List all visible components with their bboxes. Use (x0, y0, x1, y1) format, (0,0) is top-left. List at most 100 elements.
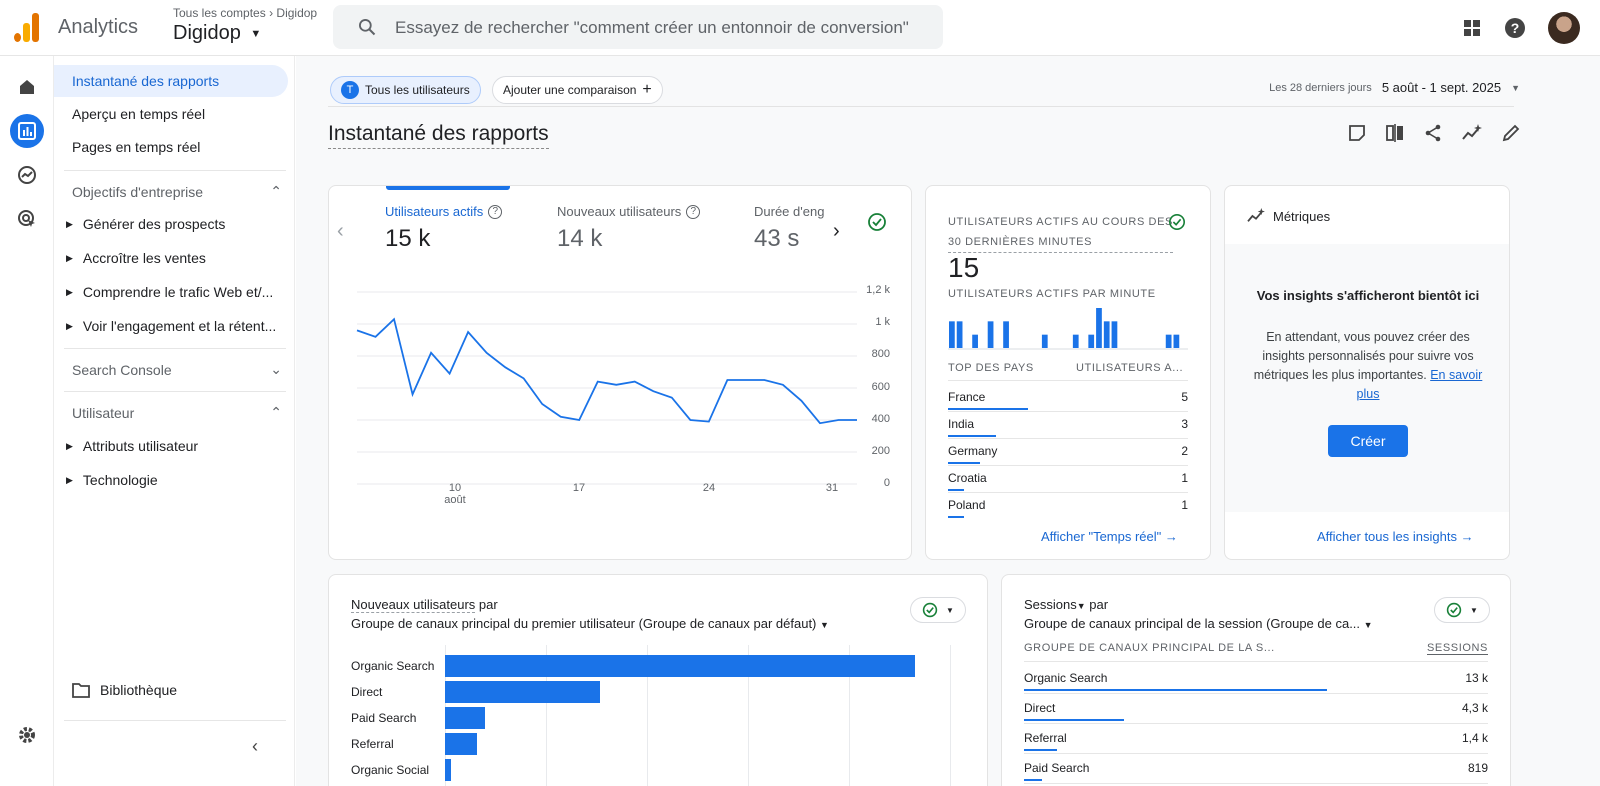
col-sessions[interactable]: Sessions (1426, 642, 1488, 655)
channel-bar[interactable] (445, 681, 601, 703)
data-point[interactable] (651, 389, 656, 394)
nav-report-snapshot[interactable]: Instantané des rapports (54, 65, 288, 97)
data-point[interactable] (817, 421, 822, 426)
channel-bar[interactable] (445, 759, 451, 781)
prev-metric-chevron-icon[interactable]: ‹ (337, 220, 344, 242)
advertising-icon[interactable] (10, 202, 44, 236)
nav-technology[interactable]: ▶ Technologie (66, 464, 158, 496)
nav-user-attributes[interactable]: ▶ Attributs utilisateur (66, 430, 198, 462)
info-icon[interactable]: ? (488, 204, 503, 219)
nav-realtime-pages[interactable]: Pages en temps réel (72, 139, 201, 155)
data-point[interactable] (688, 418, 693, 423)
nav-objective-traffic[interactable]: ▶ Comprendre le trafic Web et/... (66, 276, 273, 308)
data-quality-dropdown[interactable]: ▼ (910, 597, 966, 623)
account-breadcrumb[interactable]: Tous les comptes › Digidop (173, 6, 317, 20)
country-row[interactable]: Germany 2 (948, 444, 1188, 458)
apps-grid-icon[interactable] (1462, 18, 1482, 38)
minute-bar[interactable] (972, 334, 978, 348)
view-all-insights-link[interactable]: Afficher tous les insights → (1317, 529, 1474, 544)
help-icon[interactable]: ? (1504, 17, 1526, 39)
data-point[interactable] (577, 418, 582, 423)
data-point[interactable] (780, 382, 785, 387)
data-point[interactable] (447, 371, 452, 376)
minute-bar[interactable] (1041, 334, 1048, 348)
metric-engagement-time[interactable]: Durée d'eng 43 s (754, 204, 826, 253)
settings-gear-icon[interactable] (10, 718, 44, 752)
data-point[interactable] (669, 395, 674, 400)
sessions-metric[interactable]: Sessions (1024, 597, 1077, 612)
segment-chip-all-users[interactable]: T Tous les utilisateurs (330, 76, 481, 104)
minute-bar[interactable] (1103, 321, 1110, 348)
info-icon[interactable]: ? (686, 204, 701, 219)
sessions-row[interactable]: Organic Search 13 k (1024, 671, 1488, 685)
nav-objective-engagement[interactable]: ▶ Voir l'engagement et la rétent... (66, 310, 276, 342)
reports-icon[interactable] (10, 114, 44, 148)
learn-more-link[interactable]: En savoir plus (1356, 368, 1483, 401)
date-range-picker[interactable]: Les 28 derniers jours 5 août - 1 sept. 2… (1269, 80, 1520, 95)
create-insight-button[interactable]: Créer (1328, 425, 1408, 457)
data-point[interactable] (725, 378, 730, 383)
minute-bar[interactable] (956, 321, 963, 348)
minute-bar[interactable] (949, 321, 955, 348)
data-quality-check-icon[interactable] (867, 212, 887, 232)
metric-new-users[interactable]: Nouveaux utilisateurs? 14 k (557, 204, 701, 253)
new-users-dimension[interactable]: Groupe de canaux principal du premier ut… (351, 616, 829, 631)
sessions-row[interactable]: Paid Search 819 (1024, 761, 1488, 775)
share-icon[interactable] (1424, 124, 1442, 142)
nav-realtime-overview[interactable]: Aperçu en temps réel (72, 106, 206, 122)
data-point[interactable] (355, 328, 360, 333)
country-row[interactable]: Poland 1 (948, 498, 1188, 512)
channel-bar[interactable] (445, 733, 477, 755)
minute-bar[interactable] (1072, 334, 1079, 348)
compare-icon[interactable] (1386, 124, 1404, 142)
note-icon[interactable] (1348, 124, 1366, 142)
nav-objective-leads[interactable]: ▶ Générer des prospects (66, 208, 225, 240)
data-point[interactable] (595, 379, 600, 384)
channel-bar[interactable] (445, 707, 485, 729)
data-point[interactable] (743, 378, 748, 383)
search-input[interactable]: Essayez de rechercher "comment créer un … (395, 18, 909, 37)
user-avatar[interactable] (1548, 12, 1580, 44)
insights-sparkle-icon[interactable] (1462, 124, 1482, 142)
analytics-logo-icon[interactable] (14, 12, 40, 42)
data-point[interactable] (392, 317, 397, 322)
minute-bar[interactable] (1003, 321, 1009, 348)
data-point[interactable] (373, 334, 378, 339)
data-point[interactable] (540, 402, 545, 407)
minute-bar[interactable] (1088, 334, 1095, 348)
minute-bar[interactable] (1096, 308, 1102, 348)
search-bar[interactable]: Essayez de rechercher "comment créer un … (333, 5, 943, 49)
metric-active-users[interactable]: Utilisateurs actifs? 15 k (385, 204, 503, 253)
breadcrumb-property[interactable]: Digidop (276, 6, 318, 20)
property-selector[interactable]: Digidop ▼ (173, 22, 261, 45)
data-point[interactable] (466, 330, 471, 335)
data-quality-check-icon[interactable] (1168, 213, 1186, 231)
add-comparison-button[interactable]: Ajouter une comparaison + (492, 76, 663, 104)
view-realtime-link[interactable]: Afficher "Temps réel" → (1041, 529, 1178, 544)
data-point[interactable] (762, 378, 767, 383)
nav-objective-sales[interactable]: ▶ Accroître les ventes (66, 242, 206, 274)
sessions-row[interactable]: Referral 1,4 k (1024, 731, 1488, 745)
data-quality-dropdown[interactable]: ▼ (1434, 597, 1490, 623)
nav-section-objectives[interactable]: Objectifs d'entreprise ⌃ (72, 183, 282, 200)
data-point[interactable] (521, 376, 526, 381)
minute-bar[interactable] (1165, 334, 1172, 348)
data-point[interactable] (706, 419, 711, 424)
data-point[interactable] (558, 414, 563, 419)
breadcrumb-all-accounts[interactable]: Tous les comptes (173, 6, 266, 20)
minute-bar[interactable] (987, 321, 994, 348)
country-row[interactable]: Croatia 1 (948, 471, 1188, 485)
minute-bar[interactable] (1111, 321, 1118, 348)
country-row[interactable]: France 5 (948, 390, 1188, 404)
sessions-dimension[interactable]: Groupe de canaux principal de la session… (1024, 616, 1373, 631)
data-point[interactable] (429, 350, 434, 355)
sessions-row[interactable]: Direct 4,3 k (1024, 701, 1488, 715)
country-row[interactable]: India 3 (948, 417, 1188, 431)
nav-section-search-console[interactable]: Search Console ⌄ (72, 361, 282, 378)
channel-bar[interactable] (445, 655, 915, 677)
data-point[interactable] (799, 398, 804, 403)
data-point[interactable] (503, 365, 508, 370)
collapse-nav-chevron-icon[interactable]: ‹ (252, 736, 258, 756)
data-point[interactable] (484, 350, 489, 355)
nav-library[interactable]: Bibliothèque (72, 674, 177, 706)
